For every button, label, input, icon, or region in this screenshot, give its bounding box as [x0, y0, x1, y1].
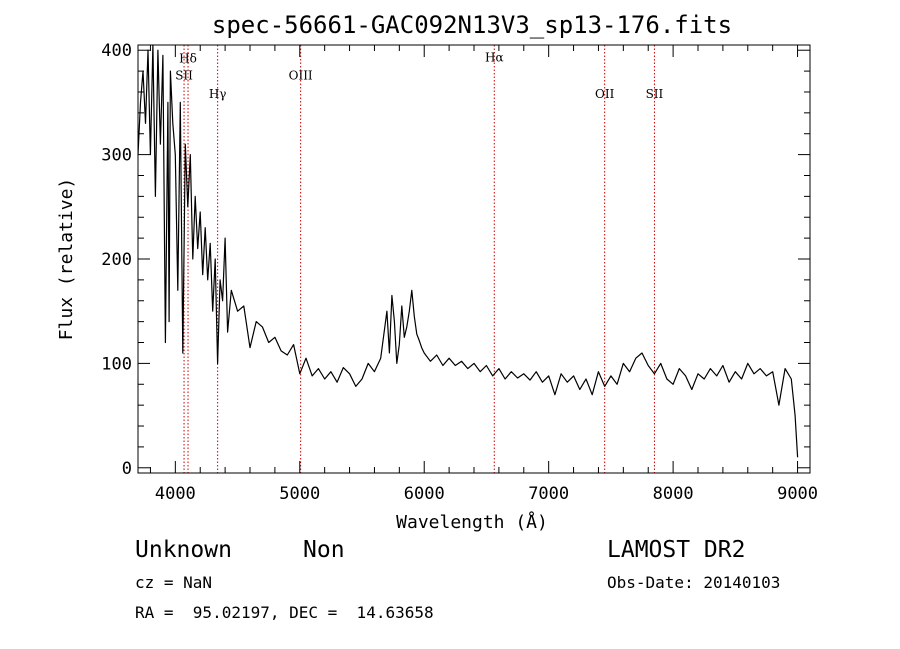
spectral-subclass: Non [303, 537, 345, 563]
y-tick-label: 400 [101, 41, 132, 61]
y-tick-label: 300 [101, 146, 132, 166]
x-tick-label: 8000 [653, 484, 694, 504]
spectral-line-label: Hγ [209, 87, 227, 101]
redshift-readout: cz = NaN [135, 573, 213, 592]
spectral-line-label: SII [175, 68, 193, 82]
plot-frame [137, 44, 811, 474]
x-tick-label: 5000 [279, 484, 320, 504]
spectral-line-label: Hα [485, 51, 504, 65]
x-axis-label: Wavelength (Å) [396, 511, 548, 533]
axis-tick-labels: 4000 5000 6000 7000 8000 9000 0 100 200 300 400 [101, 41, 818, 504]
x-tick-label: 6000 [404, 484, 445, 504]
x-tick-label: 7000 [528, 484, 569, 504]
y-tick-label: 0 [122, 459, 132, 479]
spectral-line-label: SII [646, 87, 664, 101]
observation-date: Obs-Date: 20140103 [607, 573, 781, 592]
x-tick-label: 9000 [777, 484, 818, 504]
x-tick-label: 4000 [155, 484, 196, 504]
spectral-line-label: OII [595, 87, 615, 101]
spectral-line-label: OIII [289, 68, 313, 82]
y-tick-label: 200 [101, 250, 132, 270]
spectral-line-label: Hδ [179, 52, 197, 66]
survey-name: LAMOST DR2 [607, 537, 746, 563]
chart-title: spec-56661-GAC092N13V3_sp13-176.fits [212, 11, 732, 39]
spectral-line-markers: Hδ SII Hγ OIII Hα OII SII [175, 45, 664, 473]
spectral-class: Unknown [135, 537, 232, 563]
axis-ticks [138, 45, 810, 473]
y-tick-label: 100 [101, 354, 132, 374]
coordinates: RA = 95.02197, DEC = 14.63658 [135, 603, 434, 622]
spectrum-line [137, 44, 799, 458]
y-axis-label: Flux (relative) [56, 178, 77, 341]
